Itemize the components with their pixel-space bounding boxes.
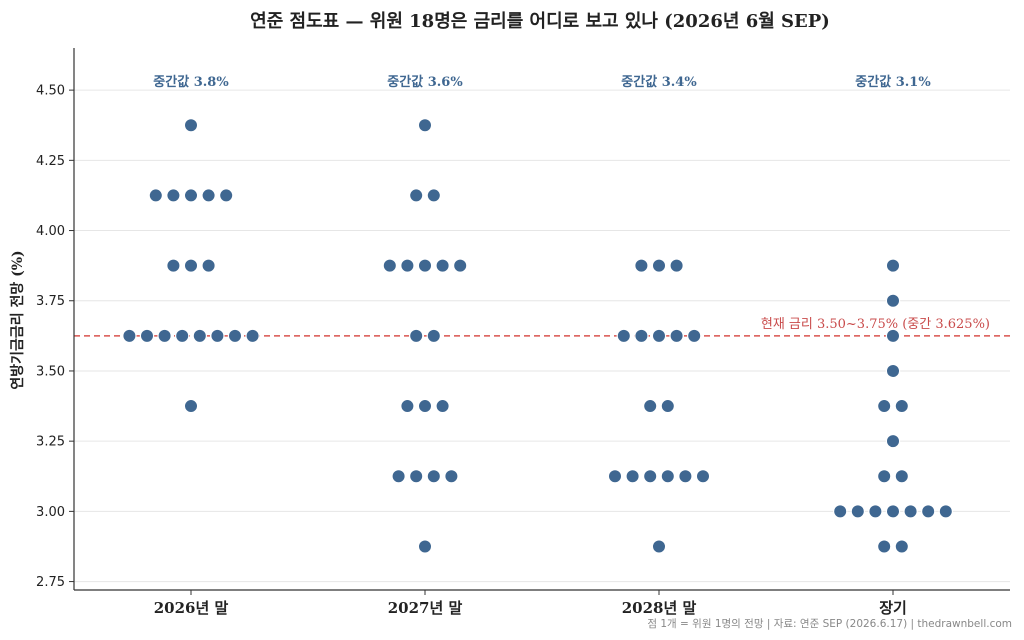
dot-point bbox=[218, 188, 234, 203]
dot-series bbox=[122, 118, 954, 554]
dot-point bbox=[885, 328, 901, 344]
dot-point bbox=[453, 258, 468, 273]
median-label: 중간값 3.6% bbox=[387, 74, 463, 90]
dot-point bbox=[894, 398, 910, 414]
dot-point bbox=[669, 328, 684, 344]
dot-point bbox=[122, 328, 137, 344]
dot-point bbox=[174, 328, 190, 344]
dot-point bbox=[417, 539, 433, 554]
dot-point bbox=[660, 398, 676, 414]
dot-point bbox=[687, 328, 702, 344]
dot-point bbox=[409, 469, 424, 484]
dot-point bbox=[426, 469, 441, 484]
dot-point bbox=[660, 469, 676, 484]
dot-point bbox=[391, 469, 406, 484]
dot-point bbox=[607, 469, 623, 484]
dot-point bbox=[183, 118, 199, 133]
dot-point bbox=[643, 398, 658, 414]
dot-point bbox=[678, 469, 693, 484]
dot-point bbox=[616, 328, 632, 344]
dot-point bbox=[435, 398, 450, 414]
y-tick-label: 2.75 bbox=[36, 575, 65, 590]
median-label: 중간값 3.1% bbox=[855, 74, 931, 90]
dot-point bbox=[183, 188, 199, 203]
dot-point bbox=[417, 258, 433, 273]
dot-point bbox=[435, 258, 450, 273]
dot-point bbox=[417, 398, 433, 414]
dot-point bbox=[426, 328, 441, 344]
dot-point bbox=[894, 469, 910, 484]
dot-point bbox=[885, 433, 901, 449]
dot-point bbox=[382, 258, 397, 273]
median-label: 중간값 3.8% bbox=[153, 74, 229, 90]
y-tick-label: 3.25 bbox=[36, 435, 65, 450]
dot-point bbox=[166, 188, 181, 203]
dot-point bbox=[201, 188, 216, 203]
dot-point bbox=[885, 504, 901, 519]
x-tick-label: 장기 bbox=[879, 599, 907, 617]
dot-point bbox=[245, 328, 260, 344]
dot-point bbox=[409, 328, 424, 344]
axes: 2.75 3.00 3.25 3.50 3.75 4.00 4.25 4.50 bbox=[36, 48, 1010, 595]
dot-point bbox=[400, 258, 415, 273]
dot-point bbox=[669, 258, 684, 273]
dot-point bbox=[885, 363, 901, 379]
y-tick-label: 3.50 bbox=[36, 364, 65, 379]
x-tick-label: 2028년 말 bbox=[622, 599, 697, 617]
dot-point bbox=[417, 118, 433, 133]
dot-point bbox=[227, 328, 243, 344]
x-tick-label: 2027년 말 bbox=[388, 599, 463, 617]
median-label: 중간값 3.4% bbox=[621, 74, 697, 90]
dot-point bbox=[210, 328, 225, 344]
reference-line-label: 현재 금리 3.50~3.75% (중간 3.625%) bbox=[761, 317, 990, 332]
dot-point bbox=[409, 188, 424, 203]
category-labels: 2026년 말 중간값 3.8% 2027년 말 중간값 3.6% 2028년 말 중간값… bbox=[153, 74, 931, 617]
dot-point bbox=[157, 328, 172, 344]
dot-point bbox=[183, 258, 199, 273]
dot-point bbox=[885, 293, 901, 308]
dot-point bbox=[833, 504, 848, 519]
dot-point bbox=[850, 504, 866, 519]
y-tick-label: 4.25 bbox=[36, 154, 65, 169]
grid-lines bbox=[74, 89, 1010, 583]
y-tick-label: 4.50 bbox=[36, 84, 65, 99]
dot-point bbox=[868, 504, 883, 519]
dot-point bbox=[139, 328, 155, 344]
dot-point bbox=[885, 258, 901, 273]
dot-point bbox=[651, 328, 667, 344]
dot-point bbox=[643, 469, 658, 484]
dot-point bbox=[400, 398, 415, 414]
dot-point bbox=[877, 469, 892, 484]
y-tick-label: 3.75 bbox=[36, 294, 65, 309]
dot-point bbox=[201, 258, 216, 273]
dot-point bbox=[634, 328, 649, 344]
dot-point bbox=[625, 469, 640, 484]
dot-point bbox=[192, 328, 207, 344]
x-tick-label: 2026년 말 bbox=[154, 599, 229, 617]
dot-point bbox=[903, 504, 918, 519]
dot-point bbox=[166, 258, 181, 273]
dot-point bbox=[183, 398, 199, 414]
y-tick-label: 4.00 bbox=[36, 224, 65, 239]
y-axis-label: 연방기금금리 전망 (%) bbox=[9, 250, 26, 389]
source-note: 점 1개 = 위원 1명의 전망 | 자료: 연준 SEP (2026.6.17… bbox=[647, 617, 1012, 630]
dot-point bbox=[444, 469, 459, 484]
dot-point bbox=[877, 398, 892, 414]
dot-point bbox=[426, 188, 441, 203]
dot-point bbox=[877, 539, 892, 554]
dot-point bbox=[921, 504, 936, 519]
dot-point bbox=[695, 469, 711, 484]
dot-point bbox=[148, 188, 163, 203]
dot-point bbox=[894, 539, 910, 554]
dot-point bbox=[634, 258, 649, 273]
dot-point bbox=[651, 539, 667, 554]
chart-title: 연준 점도표 — 위원 18명은 금리를 어디로 보고 있나 (2026년 6월… bbox=[250, 11, 830, 32]
y-tick-label: 3.00 bbox=[36, 505, 65, 520]
dot-point bbox=[651, 258, 667, 273]
dot-point bbox=[938, 504, 954, 519]
